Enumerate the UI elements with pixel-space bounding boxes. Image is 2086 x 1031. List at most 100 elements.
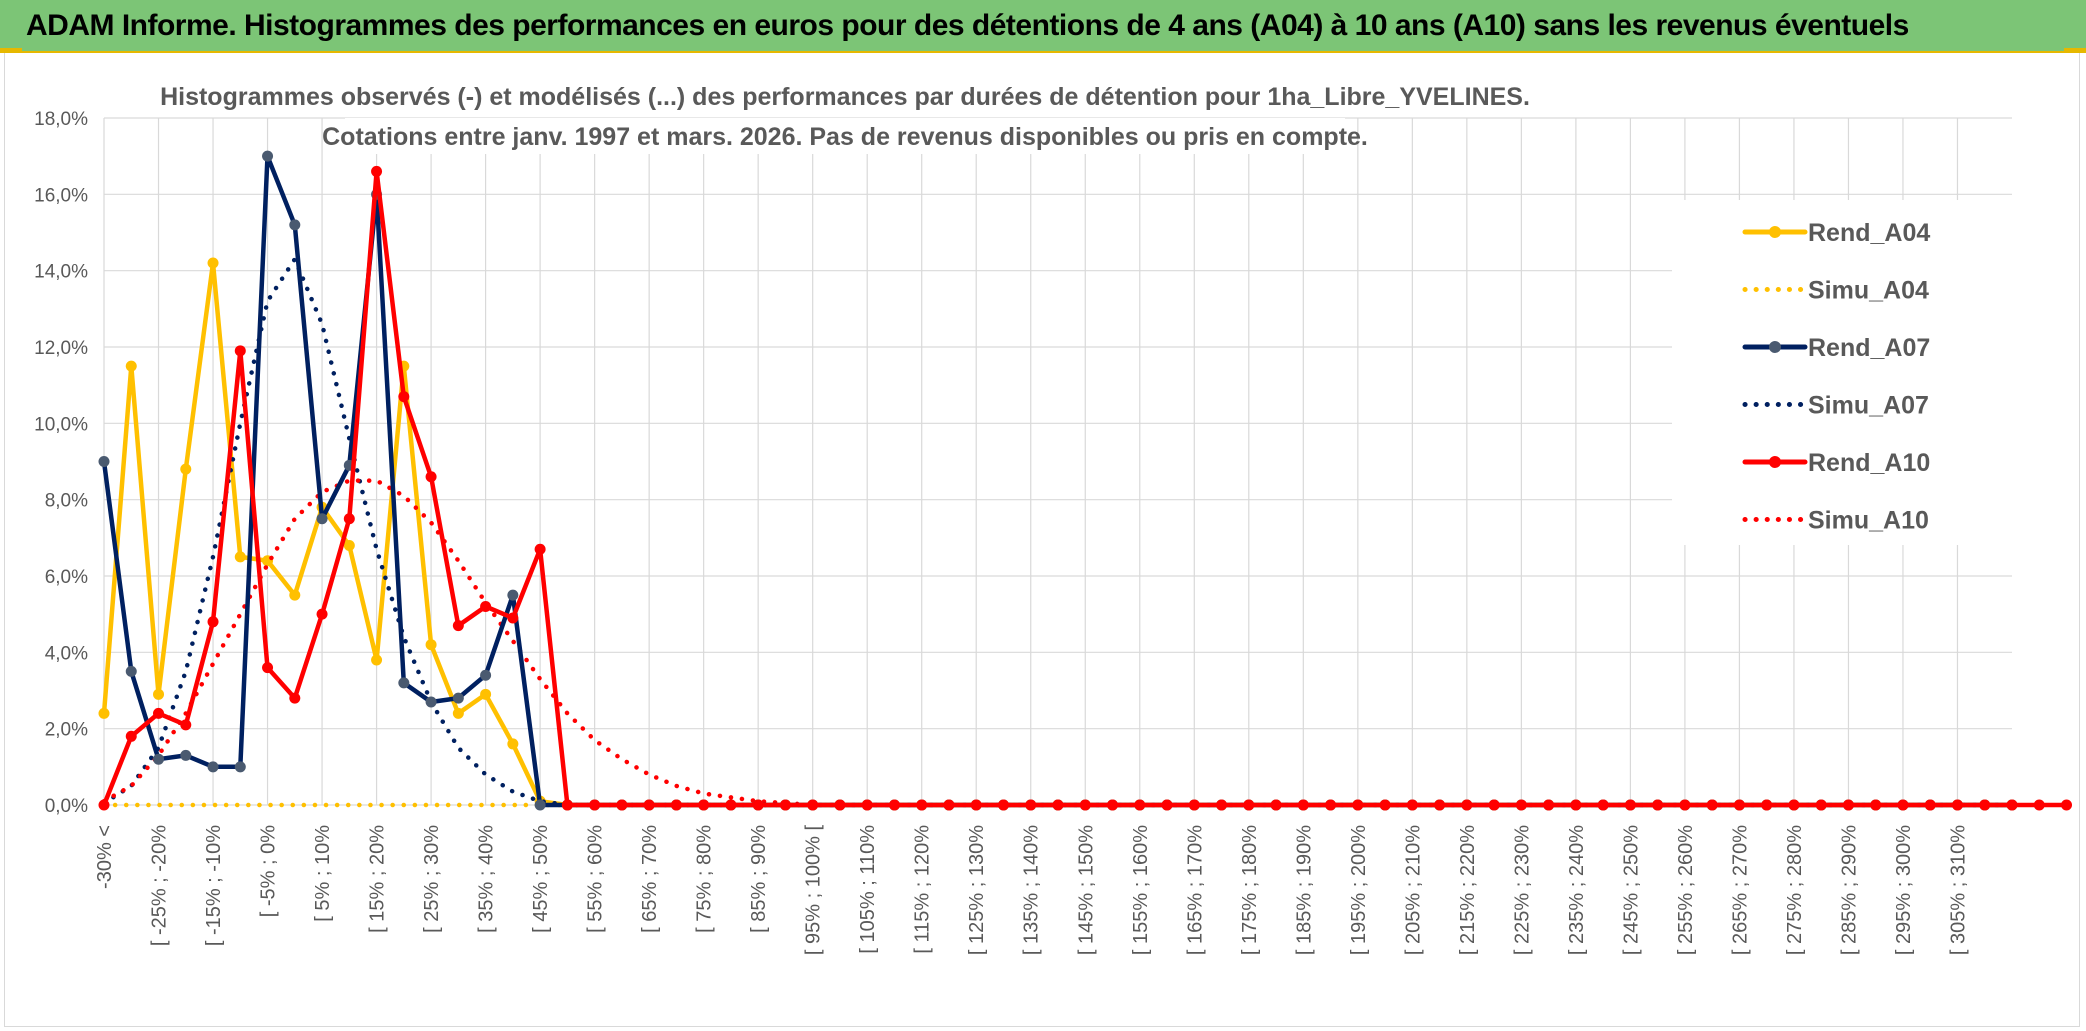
data-point-rend_a10 — [752, 799, 764, 811]
x-tick-label: [ 95% ; 100% [ — [803, 825, 825, 956]
y-tick-label: 8,0% — [45, 491, 88, 512]
data-point-rend_a07 — [452, 692, 464, 704]
data-point-rend_a10 — [289, 692, 301, 704]
data-point-rend_a10 — [561, 799, 573, 811]
x-tick-label: [ 65% ; 70% — [639, 825, 661, 933]
data-point-rend_a10 — [916, 799, 928, 811]
data-point-rend_a10 — [1706, 799, 1718, 811]
data-point-rend_a07 — [398, 677, 410, 689]
data-point-rend_a07 — [98, 456, 110, 467]
data-point-rend_a10 — [1842, 799, 1854, 811]
x-tick-label: [ 265% ; 270% — [1729, 825, 1751, 955]
data-point-rend_a07 — [534, 799, 546, 811]
x-tick-label: [ 245% ; 250% — [1620, 825, 1642, 955]
data-point-rend_a10 — [834, 799, 846, 811]
x-tick-label: [ 25% ; 30% — [421, 825, 443, 933]
legend-marker — [1769, 341, 1781, 353]
data-point-rend_a04 — [98, 707, 110, 719]
data-point-rend_a04 — [371, 654, 383, 666]
corner-accent-left — [0, 48, 22, 53]
x-tick-label: [ 55% ; 60% — [585, 825, 607, 933]
data-point-rend_a10 — [1488, 799, 1500, 811]
data-point-rend_a10 — [98, 799, 110, 811]
legend-label-rend_a10: Rend_A10 — [1808, 449, 1930, 477]
data-point-rend_a10 — [725, 799, 737, 811]
data-point-rend_a10 — [1897, 799, 1909, 811]
data-point-rend_a04 — [425, 639, 437, 651]
data-point-rend_a10 — [779, 799, 791, 811]
data-point-rend_a04 — [180, 463, 192, 475]
data-point-rend_a07 — [207, 761, 219, 773]
data-point-rend_a10 — [1325, 799, 1337, 811]
data-point-rend_a04 — [289, 589, 301, 601]
x-tick-label: [ 75% ; 80% — [694, 825, 716, 933]
data-point-rend_a10 — [316, 608, 328, 620]
subtitle-background — [345, 118, 1345, 154]
legend-label-simu_a10: Simu_A10 — [1808, 507, 1929, 535]
data-point-rend_a10 — [180, 719, 192, 731]
data-point-rend_a10 — [997, 799, 1009, 811]
legend: Rend_A04 Simu_A04 Rend_A07 Simu_A07 Rend_A10… — [1672, 200, 2012, 545]
data-point-rend_a10 — [1815, 799, 1827, 811]
chart-title: Histogrammes observés (-) et modélisés (… — [160, 83, 1530, 111]
data-point-rend_a10 — [643, 799, 655, 811]
data-point-rend_a10 — [1679, 799, 1691, 811]
y-tick-label: 6,0% — [45, 567, 88, 588]
data-point-rend_a10 — [1624, 799, 1636, 811]
y-tick-label: 16,0% — [34, 185, 88, 206]
legend-label-simu_a04: Simu_A04 — [1808, 277, 1929, 305]
data-point-rend_a10 — [1979, 799, 1991, 811]
corner-accent-right — [2064, 48, 2086, 53]
x-tick-label: [ 215% ; 220% — [1457, 825, 1479, 955]
x-tick-label: [ -15% ; -10% — [203, 825, 225, 946]
data-point-rend_a10 — [1243, 799, 1255, 811]
x-tick-label: [ 115% ; 120% — [912, 825, 934, 954]
data-point-rend_a07 — [262, 150, 274, 162]
data-point-rend_a10 — [234, 345, 246, 357]
data-point-rend_a10 — [943, 799, 955, 811]
legend-marker — [1769, 226, 1781, 238]
chart-title-block: Histogrammes observés (-) et modélisés (… — [160, 78, 1530, 154]
data-point-rend_a10 — [1188, 799, 1200, 811]
series-layer — [98, 150, 2073, 811]
x-tick-label: [ 185% ; 190% — [1293, 825, 1315, 955]
x-tick-label: [ 85% ; 90% — [748, 825, 770, 933]
data-point-rend_a10 — [589, 799, 601, 811]
data-point-rend_a04 — [207, 257, 219, 269]
y-tick-label: 14,0% — [34, 262, 88, 283]
data-point-rend_a10 — [1079, 799, 1091, 811]
data-point-rend_a10 — [807, 799, 819, 811]
data-point-rend_a10 — [480, 601, 492, 613]
data-point-rend_a10 — [1951, 799, 1963, 811]
y-tick-label: 12,0% — [34, 338, 88, 359]
series-line-simu_a07 — [101, 256, 2015, 808]
data-point-rend_a10 — [1570, 799, 1582, 811]
data-point-rend_a04 — [507, 738, 519, 750]
data-point-rend_a10 — [1652, 799, 1664, 811]
data-point-rend_a04 — [452, 707, 464, 719]
data-point-rend_a10 — [153, 707, 165, 719]
data-point-rend_a10 — [507, 612, 519, 624]
legend-background — [1672, 200, 2012, 545]
data-point-rend_a10 — [1461, 799, 1473, 811]
legend-label-rend_a04: Rend_A04 — [1808, 219, 1930, 247]
data-point-rend_a10 — [861, 799, 873, 811]
title-background — [200, 78, 1490, 114]
y-tick-label: 2,0% — [45, 720, 88, 741]
x-tick-label: [ 105% ; 110% — [857, 825, 879, 954]
data-point-rend_a10 — [1107, 799, 1119, 811]
data-point-rend_a10 — [1025, 799, 1037, 811]
data-point-rend_a10 — [207, 616, 219, 628]
data-point-rend_a10 — [1597, 799, 1609, 811]
x-tick-label: -30% < — [94, 825, 116, 889]
legend-label-simu_a07: Simu_A07 — [1808, 392, 1929, 420]
x-tick-label: [ 225% ; 230% — [1511, 825, 1533, 955]
data-point-rend_a10 — [1297, 799, 1309, 811]
x-tick-label: [ 5% ; 10% — [312, 825, 334, 922]
x-axis: -30% < [ -25% ; -20% [ -15% ; -10% [ -5% ; … — [94, 825, 1969, 956]
x-tick-label: [ 135% ; 140% — [1021, 825, 1043, 955]
data-point-rend_a10 — [1052, 799, 1064, 811]
data-point-rend_a10 — [2033, 799, 2045, 811]
y-tick-label: 0,0% — [45, 796, 88, 817]
x-tick-label: [ 45% ; 50% — [530, 825, 552, 933]
